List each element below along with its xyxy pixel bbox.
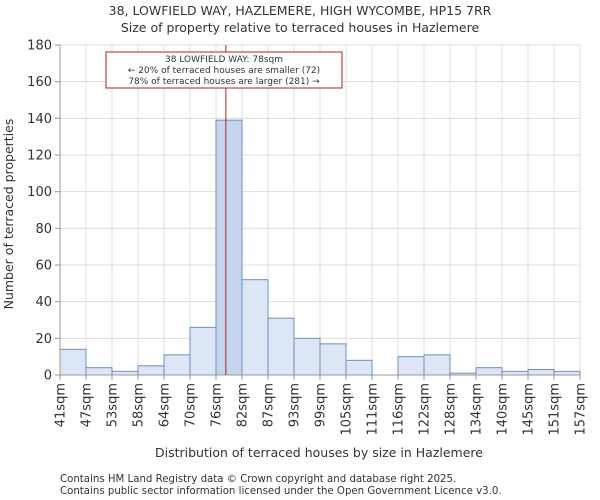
x-tick-label: 76sqm <box>210 383 225 427</box>
x-tick-label: 47sqm <box>80 383 95 427</box>
y-tick-label: 40 <box>35 295 52 310</box>
x-tick-label: 122sqm <box>418 383 433 436</box>
bars <box>59 119 581 376</box>
bar <box>397 356 425 376</box>
x-tick-label: 41sqm <box>54 383 69 427</box>
x-tick-label: 82sqm <box>236 383 251 427</box>
bar <box>319 343 347 376</box>
x-tick-label: 70sqm <box>184 383 199 427</box>
x-tick-label: 157sqm <box>574 383 589 436</box>
x-tick-label: 140sqm <box>496 383 511 436</box>
footer-line-1: Contains HM Land Registry data © Crown c… <box>60 474 456 485</box>
bar <box>527 369 555 376</box>
x-tick-label: 134sqm <box>470 383 485 436</box>
x-axis: 41sqm 47sqm 53sqm 58sqm 64sqm 70sqm 76sqm 82sqm… <box>54 374 589 436</box>
y-tick-label: 180 <box>27 39 52 54</box>
x-tick-label: 111sqm <box>366 383 381 436</box>
x-tick-label: 151sqm <box>548 383 563 436</box>
y-axis: 0 20 40 60 80 100 120 140 160 180 <box>27 39 61 384</box>
y-axis-label: Number of terraced properties <box>1 119 16 310</box>
y-tick-label: 0 <box>44 369 52 384</box>
y-grid <box>59 44 581 376</box>
bar <box>553 370 581 376</box>
bar <box>189 326 217 376</box>
bar <box>345 359 373 376</box>
bar <box>293 337 321 376</box>
annotation-line: 38 LOWFIELD WAY: 78sqm <box>165 55 283 65</box>
x-tick-label: 128sqm <box>444 383 459 436</box>
y-tick-label: 60 <box>35 259 52 274</box>
x-tick-label: 99sqm <box>314 383 329 427</box>
annotation-box: 38 LOWFIELD WAY: 78sqm← 20% of terraced … <box>105 51 343 89</box>
annotation-frame <box>105 51 343 89</box>
bar <box>163 354 191 376</box>
bar <box>423 354 451 376</box>
x-tick-label: 145sqm <box>522 383 537 436</box>
y-tick-label: 100 <box>27 185 52 200</box>
x-tick-label: 58sqm <box>132 383 147 427</box>
bar <box>111 370 139 376</box>
annotation-line: ← 20% of terraced houses are smaller (72… <box>128 66 320 76</box>
y-tick-label: 80 <box>35 222 52 237</box>
bar <box>501 370 529 376</box>
x-tick-label: 87sqm <box>262 383 277 427</box>
x-tick-label: 64sqm <box>158 383 173 427</box>
x-tick-label: 93sqm <box>288 383 303 427</box>
x-tick-label: 116sqm <box>392 383 407 436</box>
bar <box>137 365 165 376</box>
bar <box>475 367 503 376</box>
x-tick-label: 105sqm <box>340 383 355 436</box>
chart-title: 38, LOWFIELD WAY, HAZLEMERE, HIGH WYCOMB… <box>109 3 492 18</box>
bar <box>59 348 87 376</box>
bar <box>85 367 113 376</box>
y-tick-label: 20 <box>35 332 52 347</box>
bar <box>267 317 295 376</box>
bar <box>241 279 269 376</box>
x-axis-label: Distribution of terraced houses by size … <box>155 445 483 460</box>
chart-subtitle: Size of property relative to terraced ho… <box>121 20 480 35</box>
y-tick-label: 160 <box>27 75 52 90</box>
x-tick-label: 53sqm <box>106 383 121 427</box>
bar <box>215 119 243 376</box>
y-tick-label: 140 <box>27 112 52 127</box>
footer-line-2: Contains public sector information licen… <box>60 486 502 497</box>
y-tick-label: 120 <box>27 149 52 164</box>
annotation-line: 78% of terraced houses are larger (281) … <box>128 77 320 87</box>
